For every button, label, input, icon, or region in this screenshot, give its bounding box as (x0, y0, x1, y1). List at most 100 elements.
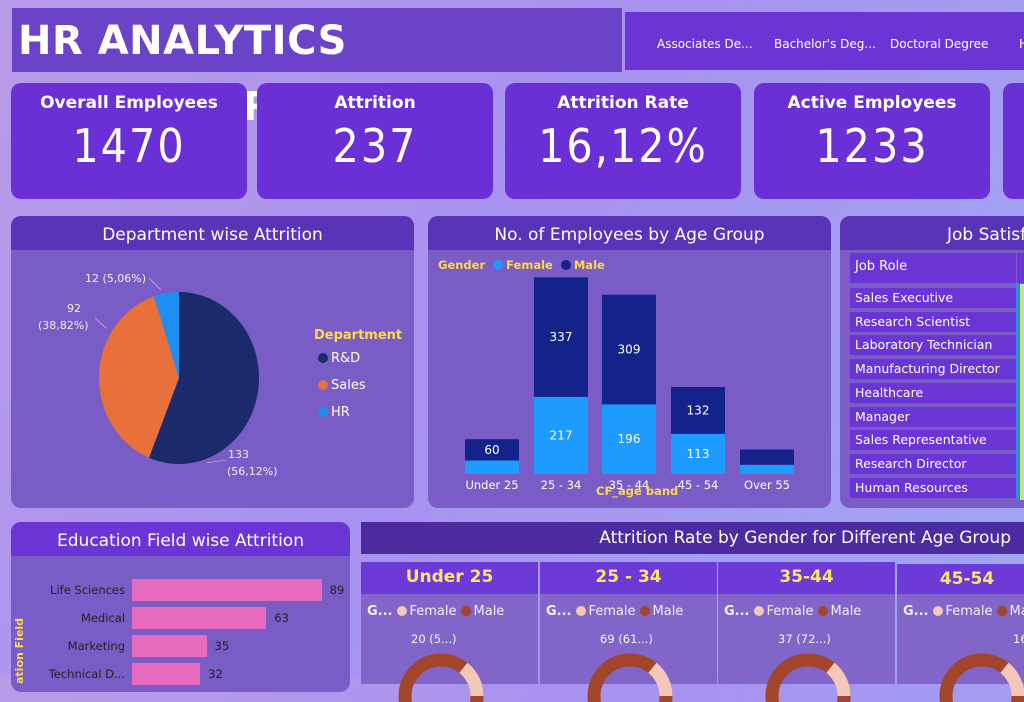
slicer-item-bachelors[interactable]: Bachelor's Deg... (774, 37, 876, 51)
dept-legend-title: Department (314, 328, 403, 343)
legend-label-female[interactable]: Female (409, 604, 457, 619)
kpi-attrition: Attrition 237 (257, 83, 493, 199)
kpi-label: Attrition Rate (557, 93, 689, 113)
legend-dot-male (639, 606, 650, 616)
table-row-sales-executive[interactable]: Sales Executive (850, 288, 1016, 308)
age-tab-1[interactable]: 25 - 34 (540, 562, 717, 594)
bar-female-25-34 (534, 396, 588, 474)
bar-female-under-25 (465, 460, 519, 474)
legend-item-sales[interactable]: Sales (314, 378, 366, 393)
donut-svg-0 (398, 653, 484, 702)
donut-svg-1 (587, 653, 673, 702)
dept-pie-svg (94, 277, 260, 464)
edu-label-marketing: Marketing (67, 639, 125, 653)
gender-legend-1: G... Female Male (546, 604, 683, 619)
legend-dot-male (996, 606, 1007, 616)
donut-data-label-1: 69 (61...) (600, 632, 653, 646)
data-label-male-45-54: 132 (687, 403, 710, 417)
legend-dot-female (493, 260, 504, 270)
table-row-healthcare-representative[interactable]: Healthcare Representative (850, 382, 1016, 420)
age-donut-panel-2: G... Female Male 37 (72...) (718, 594, 895, 702)
legend-label-hr: HR (331, 405, 350, 420)
legend-dot-male (817, 606, 828, 616)
edu-value-technical-d-: 32 (208, 667, 223, 681)
data-label-female-45-54: 113 (687, 447, 710, 461)
edu-bar-life-sciences[interactable] (132, 579, 322, 601)
x-tick-over-55: Over 55 (744, 478, 790, 492)
table-row-sales-representative[interactable]: Sales Representative (850, 430, 1016, 451)
table-cell-column (1020, 284, 1024, 500)
donut-female-arc-1 (648, 662, 673, 697)
data-label-male-25-34: 337 (550, 330, 573, 344)
legend-dot-male (460, 606, 471, 616)
age-group-panel: No. of Employees by Age Group Gender Fem… (428, 216, 831, 508)
legend-label-female[interactable]: Female (766, 604, 814, 619)
edu-bar-medical[interactable] (132, 607, 267, 629)
panel-title: No. of Employees by Age Group (428, 216, 831, 250)
legend-label-male[interactable]: Male (830, 604, 862, 619)
slicer-item-doctoral[interactable]: Doctoral Degree (890, 37, 989, 51)
donut-svg-3 (939, 653, 1024, 702)
table-header-filler (1017, 253, 1024, 283)
age-tab-2[interactable]: 35-44 (718, 562, 895, 594)
hr-leader-line (148, 277, 162, 291)
gender-legend-2: G... Female Male (724, 604, 861, 619)
legend-label-male[interactable]: Male (1009, 604, 1024, 619)
legend-dot-male (560, 260, 571, 270)
kpi-value: 237 (332, 119, 418, 173)
kpi-value: 16,12% (538, 119, 708, 173)
legend-prefix: G... (903, 604, 929, 619)
legend-label-male[interactable]: Male (473, 604, 505, 619)
sales-data-label-pct: (38,82%) (38, 319, 89, 332)
sales-data-label: 92 (67, 302, 81, 315)
legend-dot-female (753, 606, 764, 616)
x-tick-25-34: 25 - 34 (541, 478, 582, 492)
slicer-item-high-school[interactable]: H (1019, 37, 1024, 51)
table-row-manager[interactable]: Manager (850, 406, 1016, 427)
legend-label-rd: R&D (331, 351, 361, 366)
dashboard-title: HR ANALYTICS DASHBOARD (12, 8, 622, 130)
panel-title: Education Field wise Attrition (11, 522, 350, 556)
rd-data-label-pct: (56,12%) (227, 465, 278, 478)
bar-female-over-55 (740, 464, 794, 474)
table-row-research-director[interactable]: Research Director (850, 453, 1016, 474)
bar-female-35-44 (602, 404, 656, 474)
legend-prefix: G... (546, 604, 572, 619)
donut-data-label-3: 16 (1013, 632, 1024, 646)
table-row-research-scientist[interactable]: Research Scientist (850, 311, 1016, 332)
kpi-label: Active Employees (787, 93, 957, 113)
kpi-label: Attrition (334, 93, 416, 113)
kpi-value: 1233 (815, 119, 929, 173)
edu-value-medical: 63 (274, 611, 289, 625)
donut-svg-2 (765, 653, 851, 702)
edu-y-axis-title: ation Field (13, 617, 26, 684)
legend-prefix: G... (367, 604, 393, 619)
legend-label-female[interactable]: Female (506, 258, 553, 272)
kpi-value: 1470 (72, 119, 186, 173)
pie-slice-hr (153, 292, 179, 378)
legend-label-female[interactable]: Female (588, 604, 636, 619)
table-row-human-resources[interactable]: Human Resources (850, 477, 1016, 498)
bar-male-under-25 (465, 439, 519, 461)
edu-bar-technical-d-[interactable] (132, 663, 201, 685)
age-tab-3[interactable]: 45-54 (897, 564, 1024, 596)
legend-item-rd[interactable]: R&D (314, 351, 360, 366)
legend-dot-rd (318, 353, 328, 363)
legend-label-male[interactable]: Male (573, 258, 605, 272)
legend-dot-female (396, 606, 407, 616)
legend-label-female[interactable]: Female (945, 604, 993, 619)
table-header-job-role[interactable]: Job Role (850, 253, 1016, 283)
kpi-active-employees: Active Employees 1233 (754, 83, 990, 199)
slicer-item-associates[interactable]: Associates De... (657, 37, 753, 51)
edu-bar-marketing[interactable] (132, 635, 207, 657)
legend-label-male[interactable]: Male (652, 604, 684, 619)
kpi-partial (1003, 83, 1024, 199)
table-row-manufacturing-director[interactable]: Manufacturing Director (850, 359, 1016, 380)
legend-item-hr[interactable]: HR (314, 405, 350, 420)
panel-title: Department wise Attrition (11, 216, 414, 250)
age-tab-0[interactable]: Under 25 (361, 562, 538, 594)
bar-female-45-54 (671, 433, 725, 474)
legend-dot-female (932, 606, 943, 616)
age-donut-panel-1: G... Female Male 69 (61...) (540, 594, 717, 702)
table-row-laboratory-technician[interactable]: Laboratory Technician (850, 335, 1016, 356)
